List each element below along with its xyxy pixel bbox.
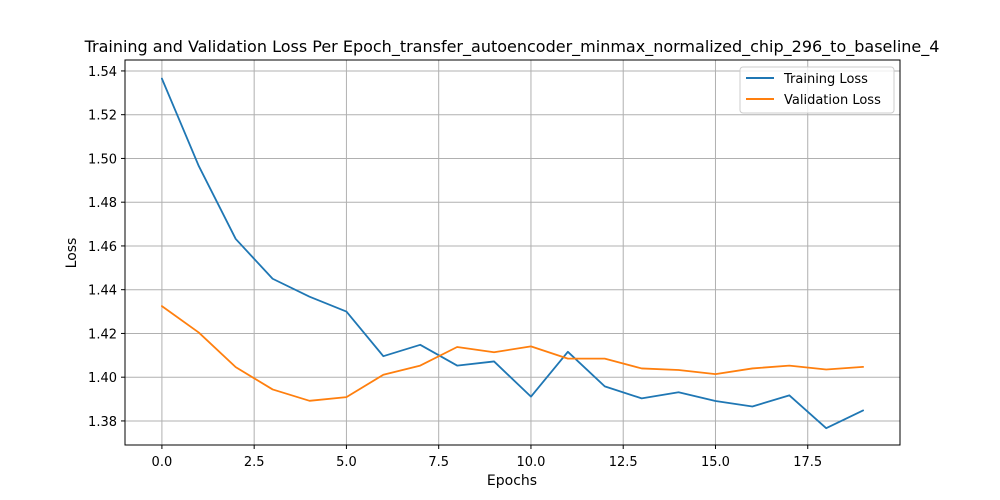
y-tick-label: 1.52 [88, 109, 117, 124]
y-tick-label: 1.48 [88, 196, 117, 211]
x-axis-ticks: 0.0 2.5 5.0 7.5 10.0 12.5 15.0 17.5 [152, 445, 822, 470]
x-tick-label: 15.0 [701, 455, 730, 470]
y-tick-label: 1.40 [88, 371, 117, 386]
y-axis-label: Loss [64, 238, 80, 269]
x-tick-label: 0.0 [152, 455, 173, 470]
validation-loss-line [160, 305, 864, 402]
grid-lines [125, 60, 900, 445]
legend: Training Loss Validation Loss [739, 66, 895, 114]
chart-title: Training and Validation Loss Per Epoch_t… [84, 37, 940, 57]
x-tick-label: 17.5 [793, 455, 822, 470]
legend-label-validation: Validation Loss [784, 93, 881, 108]
y-tick-label: 1.42 [88, 327, 117, 342]
y-tick-label: 1.50 [88, 152, 117, 167]
x-tick-label: 10.0 [516, 455, 545, 470]
x-tick-label: 7.5 [428, 455, 449, 470]
x-axis-label: Epochs [487, 473, 537, 489]
plot-frame [124, 59, 901, 446]
y-tick-label: 1.44 [88, 284, 117, 299]
x-tick-label: 12.5 [609, 455, 638, 470]
series-lines [160, 77, 864, 430]
legend-label-training: Training Loss [783, 72, 868, 87]
x-tick-label: 2.5 [244, 455, 265, 470]
legend-box [739, 66, 895, 114]
y-tick-label: 1.54 [88, 65, 117, 80]
y-tick-label: 1.38 [88, 415, 117, 430]
y-tick-label: 1.46 [88, 240, 117, 255]
training-loss-line [160, 77, 864, 430]
y-axis-ticks: 1.38 1.40 1.42 1.44 1.46 1.48 1.50 1.52 1.54 [88, 65, 125, 430]
x-tick-label: 5.0 [336, 455, 357, 470]
